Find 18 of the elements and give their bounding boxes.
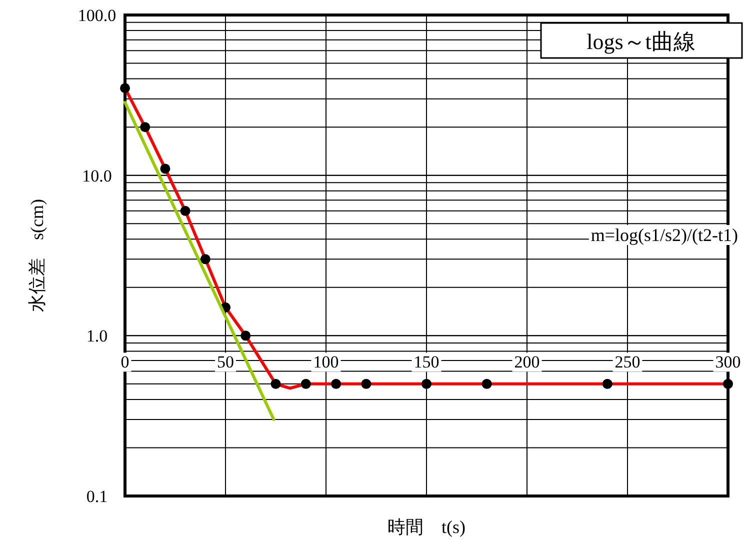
point: [200, 254, 210, 264]
point: [160, 164, 170, 174]
xlabel: 時間 t(s): [388, 517, 466, 537]
point: [270, 378, 281, 389]
point: [120, 83, 130, 94]
point: [723, 378, 733, 389]
point: [140, 122, 150, 132]
point: [602, 378, 612, 389]
annotation: m=log(s1/s2)/(t2-t1): [588, 225, 740, 245]
point: [422, 378, 432, 389]
point: [361, 378, 372, 389]
point: [300, 378, 311, 389]
point: [482, 378, 492, 389]
title: logs～t曲線: [540, 22, 743, 59]
point: [240, 330, 251, 341]
point: [331, 378, 342, 389]
point: [180, 206, 190, 216]
ylabel: 水位差 s(cm): [27, 199, 47, 312]
